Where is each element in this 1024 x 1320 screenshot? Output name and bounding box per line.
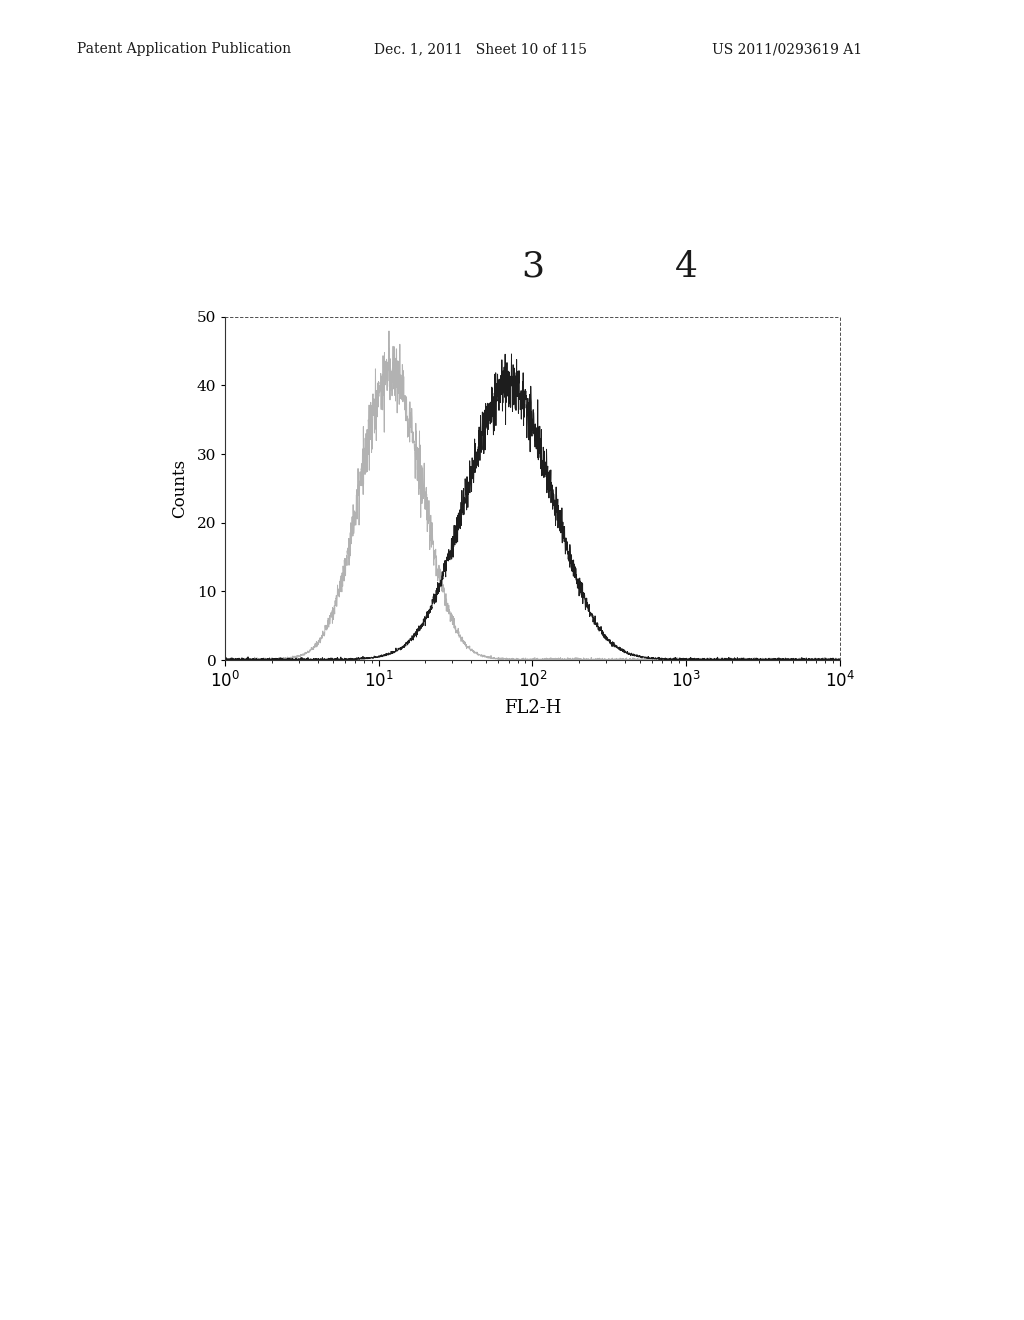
Text: 4: 4 <box>675 249 697 284</box>
Text: Dec. 1, 2011   Sheet 10 of 115: Dec. 1, 2011 Sheet 10 of 115 <box>374 42 587 57</box>
Text: Patent Application Publication: Patent Application Publication <box>77 42 291 57</box>
Text: 3: 3 <box>521 249 544 284</box>
X-axis label: FL2-H: FL2-H <box>504 698 561 717</box>
Y-axis label: Counts: Counts <box>171 459 188 517</box>
Text: US 2011/0293619 A1: US 2011/0293619 A1 <box>712 42 862 57</box>
